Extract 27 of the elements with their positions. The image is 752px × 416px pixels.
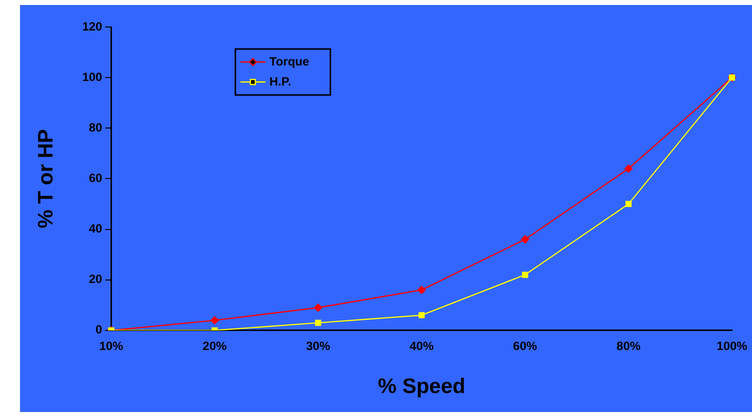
y-tick-label: 100 <box>82 70 103 84</box>
point <box>314 304 322 312</box>
x-tick-label: 10% <box>99 338 124 353</box>
point <box>624 164 633 173</box>
x-axis-title: % Speed <box>378 375 466 398</box>
x-tick-label: 100% <box>716 338 748 353</box>
point <box>210 316 219 324</box>
x-tick-label: 20% <box>202 338 228 353</box>
x-tick-label: 60% <box>513 338 538 353</box>
x-tick-label: 80% <box>616 338 641 353</box>
legend-label: H.P. <box>269 74 292 88</box>
legend-label: Torque <box>269 54 310 68</box>
point <box>418 312 425 318</box>
y-tick-label: 60 <box>88 171 103 186</box>
point <box>418 286 426 294</box>
point <box>522 272 528 278</box>
x-tick-label: 40% <box>410 338 434 353</box>
y-tick-label: 120 <box>82 19 103 34</box>
y-tick-label: 0 <box>96 322 103 337</box>
point <box>520 235 530 244</box>
y-axis-title: % T or HP <box>34 129 58 228</box>
point <box>625 200 632 208</box>
y-tick-label: 80 <box>88 120 103 134</box>
y-tick-label: 40 <box>88 222 103 236</box>
x-tick-label: 30% <box>306 338 330 353</box>
point <box>315 320 322 326</box>
y-tick-label: 20 <box>88 272 103 286</box>
